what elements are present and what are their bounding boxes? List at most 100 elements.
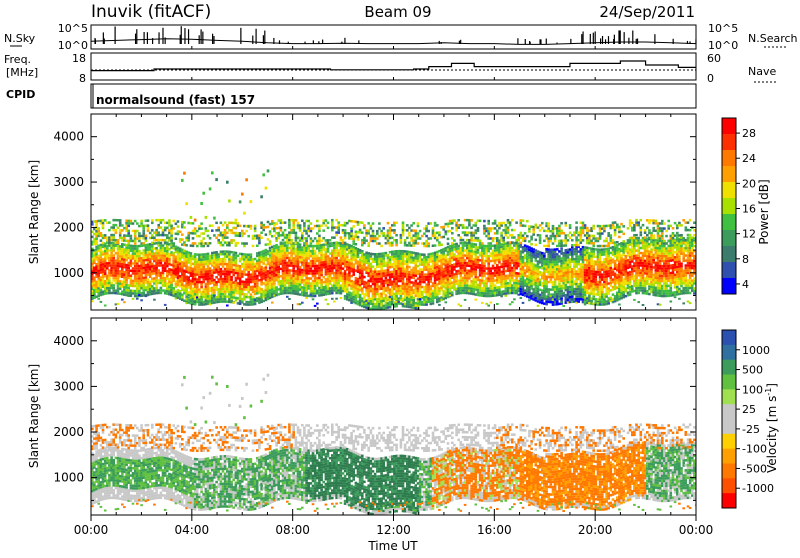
power-cell xyxy=(136,247,139,250)
power-cell xyxy=(239,200,242,203)
power-cell xyxy=(228,200,231,203)
power-cell xyxy=(198,278,201,281)
power-cell xyxy=(250,227,253,230)
power-cell xyxy=(410,224,413,227)
power-cell xyxy=(468,224,471,227)
power-cell xyxy=(475,222,478,225)
power-cell xyxy=(130,275,133,278)
power-cell xyxy=(432,227,435,230)
power-cell xyxy=(198,235,201,238)
power-cell xyxy=(432,300,435,303)
power-cell xyxy=(112,249,115,252)
power-cell xyxy=(522,302,525,304)
power-cell xyxy=(237,222,240,225)
power-cell xyxy=(344,234,347,237)
power-cell xyxy=(419,256,422,259)
power-cell xyxy=(224,260,227,263)
power-cell xyxy=(425,225,428,228)
power-cell xyxy=(282,239,285,242)
power-cell xyxy=(170,284,173,287)
power-cell xyxy=(500,232,503,235)
power-cell xyxy=(211,274,214,277)
power-cell xyxy=(112,284,115,287)
power-cell xyxy=(479,284,482,287)
power-cell xyxy=(187,237,190,240)
power-cell xyxy=(160,287,163,290)
power-cell xyxy=(509,303,512,305)
power-cell xyxy=(245,178,248,181)
power-cell xyxy=(151,219,154,222)
power-cell xyxy=(222,244,225,247)
power-cell xyxy=(307,225,310,228)
power-cell xyxy=(370,263,373,266)
power-cell xyxy=(312,240,315,243)
power-cell xyxy=(100,301,103,303)
power-cell xyxy=(485,285,488,288)
power-cell xyxy=(235,244,238,247)
power-cell xyxy=(202,232,205,235)
power-cell xyxy=(511,277,514,280)
power-cell xyxy=(367,232,370,235)
power-cell xyxy=(134,235,137,238)
power-cell xyxy=(344,224,347,227)
power-cell xyxy=(224,234,227,237)
power-cell xyxy=(350,232,353,235)
power-cell xyxy=(117,290,120,293)
power-cell xyxy=(142,230,145,233)
power-cell xyxy=(175,223,178,226)
power-cell xyxy=(442,228,445,231)
power-cell xyxy=(517,239,520,242)
power-cell xyxy=(481,302,484,304)
power-cell xyxy=(380,278,383,281)
power-cell xyxy=(335,298,338,300)
power-cell xyxy=(423,254,426,257)
power-cell xyxy=(168,219,171,222)
power-cell xyxy=(314,305,317,307)
cpid-text: normalsound (fast) 157 xyxy=(96,93,255,107)
power-cell xyxy=(325,299,328,301)
power-cell xyxy=(487,262,490,265)
power-cell xyxy=(104,234,107,237)
power-cell xyxy=(475,271,478,274)
power-cell xyxy=(160,221,163,224)
power-cell xyxy=(183,172,186,175)
power-cell xyxy=(442,236,445,239)
power-cell xyxy=(237,242,240,245)
power-cell xyxy=(151,250,154,253)
power-cell xyxy=(451,291,454,294)
power-cell xyxy=(475,232,478,235)
power-cell xyxy=(200,202,203,205)
power-cell xyxy=(172,220,175,223)
power-cell xyxy=(316,255,319,258)
power-cell xyxy=(312,298,315,300)
power-cell xyxy=(415,230,418,233)
power-cell xyxy=(406,237,409,240)
power-cell xyxy=(494,222,497,225)
power-cell xyxy=(475,273,478,276)
power-cell xyxy=(378,242,381,245)
power-cell xyxy=(112,234,115,237)
power-cell xyxy=(361,244,364,247)
power-cell xyxy=(391,244,394,247)
power-cell xyxy=(127,232,130,235)
power-cell xyxy=(166,227,169,230)
power-cell xyxy=(166,234,169,237)
power-cell xyxy=(455,229,458,232)
power-cell xyxy=(117,242,120,245)
power-cell xyxy=(320,269,323,272)
power-cell xyxy=(102,227,105,230)
power-cell xyxy=(451,222,454,225)
power-cell xyxy=(280,229,283,232)
power-cell xyxy=(192,222,195,225)
power-cell xyxy=(449,230,452,233)
power-cell xyxy=(374,268,377,271)
power-cell xyxy=(142,227,145,230)
power-cell xyxy=(211,229,214,232)
power-cell xyxy=(286,249,289,252)
power-cell xyxy=(200,283,203,286)
power-cell xyxy=(198,225,201,228)
power-cell xyxy=(187,239,190,242)
power-cell xyxy=(526,220,529,223)
power-cell xyxy=(224,258,227,261)
power-cell xyxy=(123,301,126,303)
